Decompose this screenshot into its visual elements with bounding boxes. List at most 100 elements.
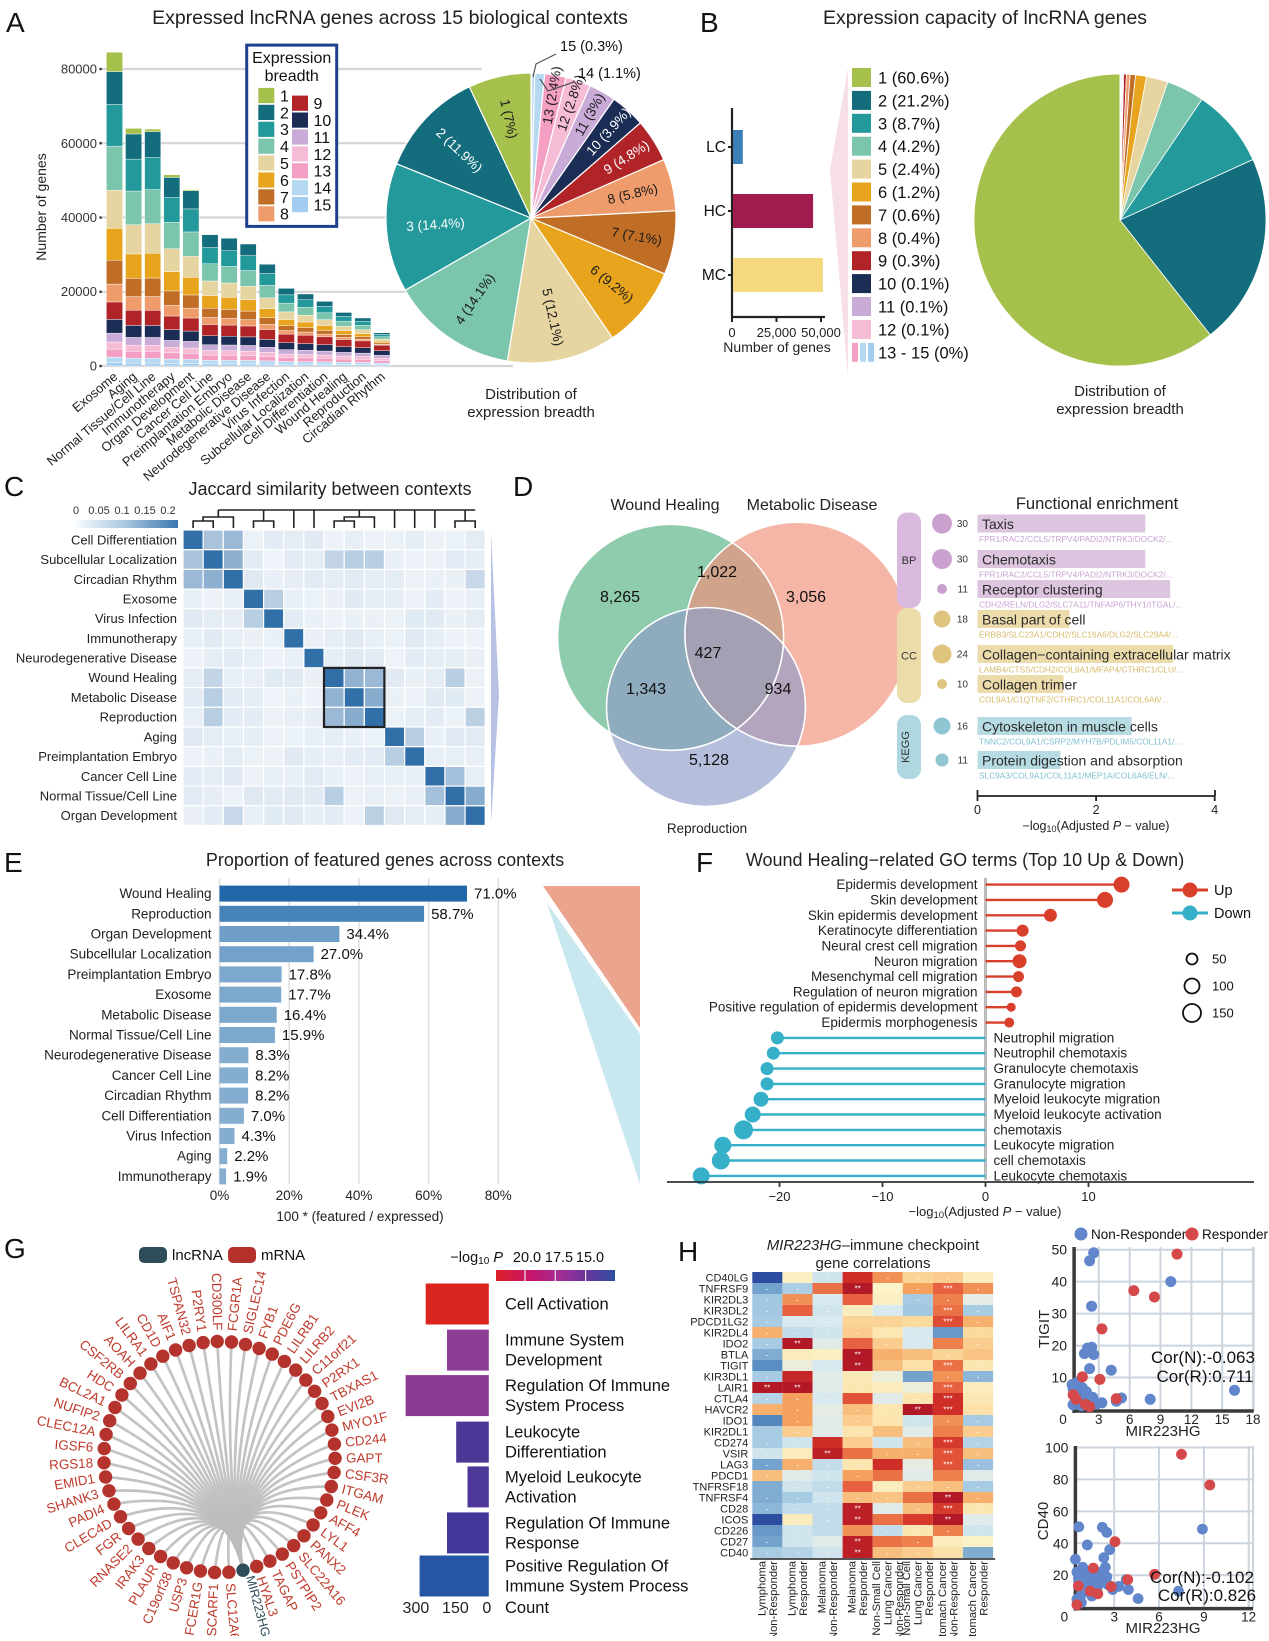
svg-text:0: 0: [1059, 1412, 1067, 1427]
svg-text:Chemotaxis: Chemotaxis: [982, 552, 1056, 568]
svg-text:-: -: [916, 1483, 919, 1492]
svg-text:Neural crest cell migration: Neural crest cell migration: [821, 938, 977, 953]
svg-text:**: **: [764, 1384, 770, 1393]
svg-text:CD40: CD40: [720, 1547, 748, 1559]
svg-text:TIGIT: TIGIT: [1036, 1310, 1053, 1348]
svg-text:Organ Development: Organ Development: [61, 808, 178, 823]
svg-text:-: -: [796, 1549, 799, 1558]
svg-text:***: ***: [943, 1307, 952, 1316]
svg-text:Immune System: Immune System: [505, 1332, 624, 1350]
svg-text:6: 6: [280, 173, 289, 190]
svg-text:-: -: [766, 1285, 769, 1294]
svg-text:**: **: [794, 1340, 800, 1349]
svg-text:11 (0.1%): 11 (0.1%): [878, 299, 948, 317]
svg-text:-: -: [826, 1351, 829, 1360]
svg-text:10: 10: [1052, 1370, 1068, 1386]
svg-text:8.2%: 8.2%: [255, 1088, 289, 1105]
svg-text:-: -: [916, 1505, 919, 1514]
svg-text:Normal Tissue/Cell Line: Normal Tissue/Cell Line: [40, 788, 177, 803]
svg-text:D: D: [513, 471, 533, 502]
svg-text:Responder: Responder: [858, 1561, 870, 1616]
svg-text:-: -: [796, 1296, 799, 1305]
svg-text:-: -: [886, 1285, 889, 1294]
svg-text:Melanoma: Melanoma: [817, 1560, 829, 1613]
svg-text:F: F: [696, 847, 713, 878]
svg-text:Organ Development: Organ Development: [91, 927, 212, 942]
svg-text:-: -: [826, 1362, 829, 1371]
svg-text:-: -: [856, 1472, 859, 1481]
svg-text:0: 0: [1061, 1610, 1069, 1625]
svg-text:9: 9: [1200, 1610, 1208, 1625]
svg-text:-: -: [826, 1274, 829, 1283]
svg-text:Lymphoma: Lymphoma: [756, 1560, 768, 1616]
svg-text:1,022: 1,022: [697, 564, 737, 581]
svg-text:-: -: [977, 1527, 980, 1536]
svg-text:7: 7: [280, 190, 289, 207]
svg-text:2: 2: [1093, 803, 1100, 817]
svg-text:14 (1.1%): 14 (1.1%): [578, 66, 641, 82]
svg-text:17.7%: 17.7%: [288, 987, 331, 1004]
svg-text:-: -: [856, 1417, 859, 1426]
svg-text:Cor(R):0.826: Cor(R):0.826: [1158, 1586, 1256, 1605]
svg-text:-: -: [796, 1483, 799, 1492]
svg-text:-: -: [796, 1516, 799, 1525]
svg-text:4 (4.2%): 4 (4.2%): [878, 138, 940, 156]
svg-text:7 (0.6%): 7 (0.6%): [878, 207, 940, 225]
svg-text:-: -: [916, 1395, 919, 1404]
svg-text:-: -: [766, 1307, 769, 1316]
svg-text:MIR223HG–immune checkpoint: MIR223HG–immune checkpoint: [767, 1237, 980, 1254]
svg-text:8: 8: [280, 207, 289, 224]
svg-text:934: 934: [765, 681, 792, 698]
svg-text:Non-Responder: Non-Responder: [1091, 1227, 1187, 1242]
svg-text:-: -: [766, 1505, 769, 1514]
svg-text:-: -: [766, 1340, 769, 1349]
svg-text:Preimplantation Embryo: Preimplantation Embryo: [38, 749, 177, 764]
svg-text:Lung Cancer: Lung Cancer: [913, 1561, 925, 1625]
svg-text:11: 11: [958, 756, 969, 767]
svg-text:17.8%: 17.8%: [289, 966, 332, 983]
svg-text:-: -: [766, 1318, 769, 1327]
svg-text:CC: CC: [901, 651, 917, 663]
svg-text:expression breadth: expression breadth: [1056, 401, 1184, 418]
svg-text:**: **: [854, 1505, 860, 1514]
svg-text:Aging: Aging: [144, 729, 177, 744]
svg-text:-: -: [796, 1417, 799, 1426]
svg-text:B: B: [700, 7, 719, 38]
svg-text:Non-Responder: Non-Responder: [949, 1561, 961, 1636]
svg-text:-: -: [796, 1527, 799, 1536]
svg-text:Functional enrichment: Functional enrichment: [1016, 495, 1179, 513]
svg-text:G: G: [4, 1233, 26, 1264]
svg-text:Expression: Expression: [252, 50, 331, 67]
svg-text:-: -: [977, 1362, 980, 1371]
svg-text:−log10(Adjusted P − value): −log10(Adjusted P − value): [1023, 819, 1170, 834]
svg-text:-: -: [826, 1549, 829, 1558]
svg-text:-: -: [977, 1494, 980, 1503]
svg-text:***: ***: [943, 1439, 952, 1448]
svg-text:0.1: 0.1: [114, 505, 129, 517]
svg-text:Proportion of featured genes a: Proportion of featured genes across cont…: [206, 850, 564, 870]
svg-text:***: ***: [943, 1461, 952, 1470]
svg-text:Preimplantation Embryo: Preimplantation Embryo: [67, 967, 211, 982]
svg-text:**: **: [824, 1450, 830, 1459]
svg-text:50: 50: [1052, 1242, 1068, 1258]
svg-text:-: -: [916, 1329, 919, 1338]
svg-text:-: -: [916, 1274, 919, 1283]
svg-text:6 (1.2%): 6 (1.2%): [878, 184, 940, 202]
svg-text:−20: −20: [768, 1189, 790, 1204]
svg-text:-: -: [796, 1472, 799, 1481]
svg-text:Responder: Responder: [924, 1561, 936, 1616]
svg-text:-: -: [766, 1472, 769, 1481]
svg-text:100: 100: [1045, 1440, 1069, 1456]
svg-text:HC: HC: [704, 203, 726, 220]
svg-text:-: -: [766, 1494, 769, 1503]
svg-text:**: **: [854, 1549, 860, 1558]
svg-text:Reproduction: Reproduction: [100, 710, 177, 725]
svg-text:Granulocyte migration: Granulocyte migration: [994, 1076, 1126, 1091]
svg-text:3: 3: [1095, 1412, 1103, 1427]
svg-text:9 (0.3%): 9 (0.3%): [878, 253, 940, 271]
svg-text:Subcellular Localization: Subcellular Localization: [40, 552, 177, 567]
svg-text:12: 12: [314, 147, 332, 164]
svg-text:40%: 40%: [345, 1188, 372, 1203]
svg-text:Cancer Cell Line: Cancer Cell Line: [81, 769, 177, 784]
svg-text:**: **: [854, 1538, 860, 1547]
